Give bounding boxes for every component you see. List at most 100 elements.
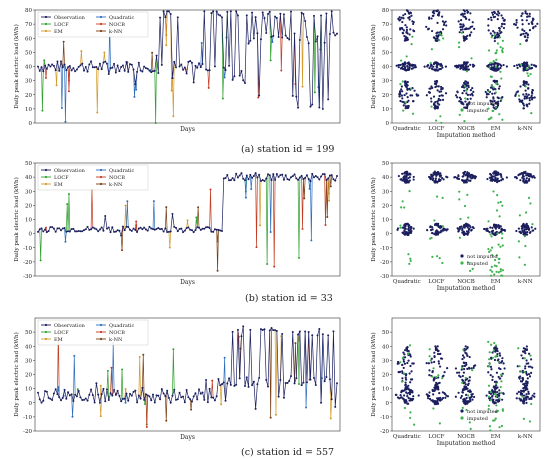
swarm-imputed-point	[457, 46, 461, 49]
swarm-point	[441, 98, 445, 101]
observation-point	[258, 376, 261, 379]
swarm-point	[439, 85, 443, 89]
swarm-point	[494, 401, 497, 404]
swarm-point	[436, 106, 440, 109]
swarm-point	[429, 225, 432, 228]
observation-point	[203, 398, 206, 401]
swarm-point	[464, 83, 467, 86]
observation-point	[118, 229, 121, 232]
swarm-imputed-point	[490, 75, 493, 78]
swarm-point	[485, 228, 488, 231]
imputed-point	[172, 348, 175, 351]
legend-marker	[44, 175, 48, 179]
swarm-point	[499, 32, 502, 35]
swarm-point	[402, 17, 405, 20]
observation-point	[38, 398, 41, 401]
swarm-imputed-point	[487, 365, 491, 368]
observation-point	[311, 334, 314, 337]
swarm-point	[526, 174, 529, 177]
observation-point	[180, 63, 183, 66]
swarm-point	[489, 16, 493, 19]
swarm-point	[490, 100, 493, 103]
swarm-imputed-point	[413, 423, 416, 426]
swarm-point	[488, 231, 491, 234]
swarm-point	[500, 227, 503, 230]
imputed-point	[165, 419, 168, 422]
observation-point	[316, 334, 319, 337]
swarm-point	[491, 226, 494, 229]
observation-point	[169, 230, 172, 233]
swarm-point	[443, 371, 446, 374]
swarm-point	[465, 400, 468, 403]
observation-point	[185, 388, 188, 391]
observation-point	[231, 330, 234, 333]
swarm-imputed-point	[401, 80, 404, 83]
observation-point	[268, 10, 271, 13]
observation-point	[84, 397, 87, 400]
swarm-point	[468, 227, 471, 231]
swarm-imputed-point	[461, 381, 464, 384]
swarm-point	[406, 88, 409, 91]
observation-point	[295, 95, 298, 98]
swarm-point	[519, 375, 522, 378]
swarm-point	[468, 396, 471, 399]
observation-point	[40, 401, 43, 404]
swarm-point	[521, 371, 525, 374]
observation-point	[100, 393, 103, 396]
observation-point	[208, 69, 211, 72]
imputed-point	[60, 107, 63, 110]
swarm-point	[395, 393, 398, 397]
imputed-point	[211, 379, 214, 382]
observation-point	[109, 67, 112, 70]
swarm-point	[501, 398, 504, 401]
swarm-imputed-point	[404, 101, 407, 104]
y-tick-label: 20	[382, 93, 389, 99]
swarm-imputed-point	[487, 340, 490, 343]
swarm-point	[405, 28, 409, 32]
y-tick-label: 80	[382, 8, 389, 14]
swarm-point	[523, 95, 526, 98]
observation-point	[157, 394, 160, 397]
swarm-point	[436, 399, 439, 403]
swarm-point	[523, 233, 527, 236]
swarm-point	[521, 99, 524, 102]
observation-point	[70, 69, 73, 72]
swarm-imputed-point	[408, 344, 412, 347]
x-axis-label: Days	[180, 434, 195, 441]
y-tick-label: 50	[382, 330, 389, 336]
swarm-point	[458, 227, 462, 230]
swarm-point	[433, 170, 436, 173]
observation-point	[217, 377, 220, 380]
swarm-point	[503, 229, 507, 232]
swarm-point	[408, 33, 411, 36]
y-tick-label: -20	[380, 260, 389, 266]
swarm-point	[429, 97, 433, 100]
observation-point	[189, 228, 192, 231]
imputed-point	[328, 199, 331, 202]
swarm-point	[472, 175, 475, 178]
swarm-point	[464, 100, 467, 103]
observation-point	[45, 390, 48, 393]
swarm-point	[472, 364, 476, 368]
observation-point	[54, 69, 57, 72]
swarm-imputed-point	[402, 109, 405, 112]
swarm-point	[439, 172, 442, 175]
swarm-point	[498, 231, 501, 234]
swarm-point	[493, 37, 496, 40]
y-tick-label: 50	[25, 161, 32, 167]
legend-label: LOCF	[54, 22, 69, 28]
swarm-point	[425, 94, 428, 97]
imputed-point	[44, 226, 47, 229]
swarm-point	[530, 90, 534, 94]
imputed-segment	[39, 228, 42, 261]
swarm-point	[520, 354, 523, 357]
swarm-point	[430, 64, 433, 67]
imputed-point	[39, 259, 42, 262]
swarm-imputed-point	[498, 360, 501, 363]
swarm-nocb	[453, 170, 478, 272]
observation-point	[228, 377, 231, 380]
y-tick-label: 40	[382, 175, 389, 181]
swarm-imputed-point	[524, 244, 527, 248]
swarm-imputed-point	[489, 274, 493, 277]
swarm-imputed-point	[501, 47, 504, 50]
